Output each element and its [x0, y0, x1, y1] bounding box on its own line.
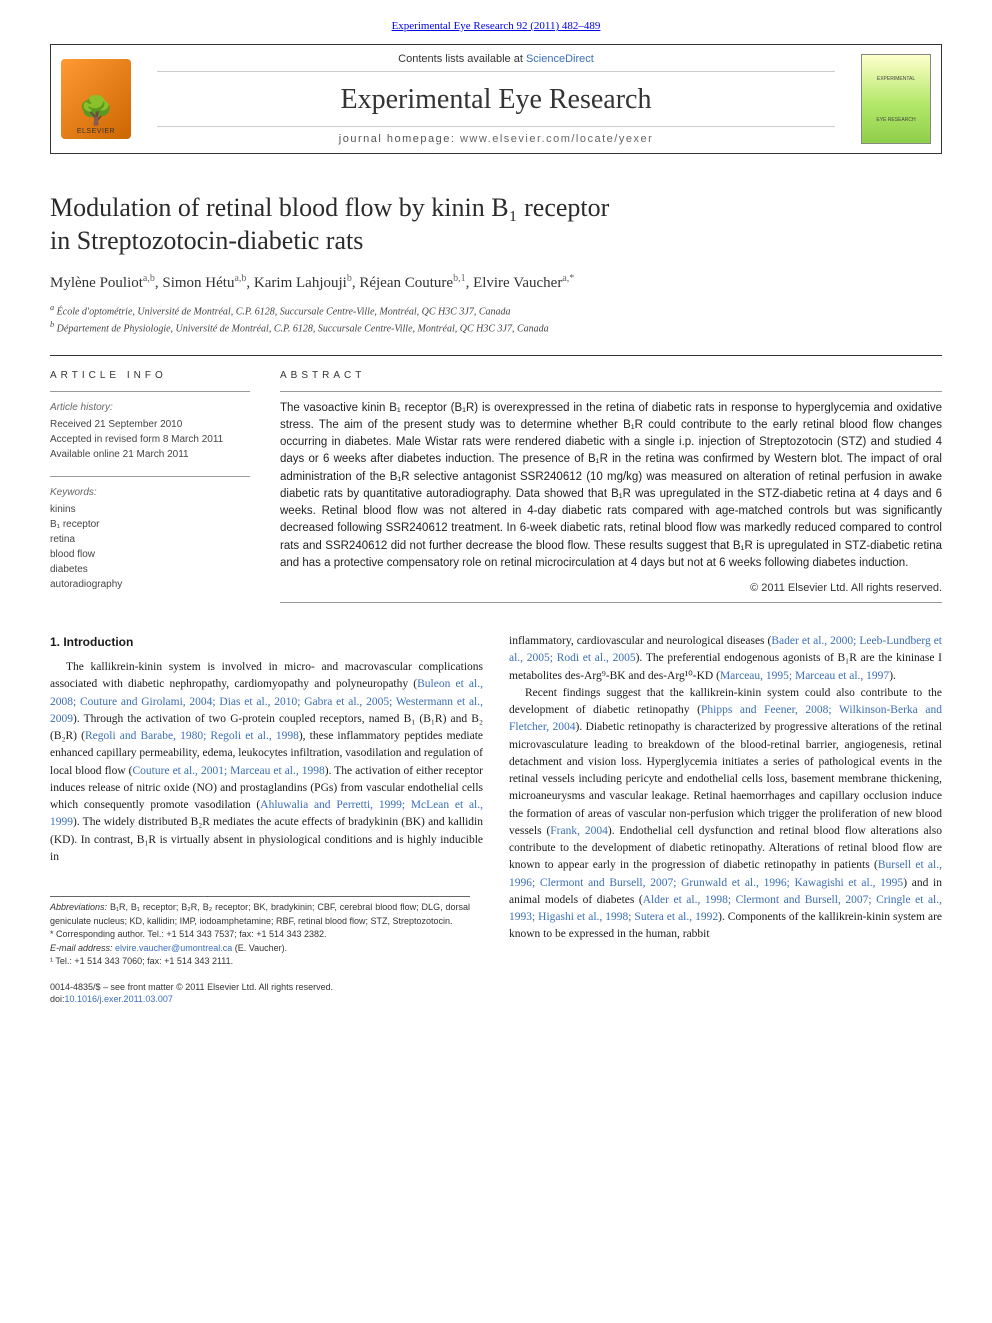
header-center: Contents lists available at ScienceDirec… [141, 45, 851, 153]
author-aff: a,b [234, 273, 246, 284]
body-text: ). The widely distributed B₂R mediates t… [50, 816, 483, 863]
journal-header: 🌳 ELSEVIER Contents lists available at S… [50, 44, 942, 154]
email-link[interactable]: elvire.vaucher@umontreal.ca [115, 943, 232, 953]
history-online: Available online 21 March 2011 [50, 447, 250, 462]
email-line: E-mail address: elvire.vaucher@umontreal… [50, 942, 470, 956]
cover-box: EXPERIMENTAL EYE RESEARCH [851, 45, 941, 153]
history-label: Article history: [50, 400, 250, 415]
body-text: ). [889, 670, 896, 682]
cover-label-bot: EYE RESEARCH [876, 117, 915, 123]
body-text: inflammatory, cardiovascular and neurolo… [509, 635, 771, 647]
article-history: Article history: Received 21 September 2… [50, 400, 250, 462]
author: Karim Lahjouji [254, 275, 347, 291]
intro-heading: 1. Introduction [50, 633, 483, 651]
article-info-head: ARTICLE INFO [50, 370, 250, 381]
author-aff: b,1 [453, 273, 466, 284]
keyword: diabetes [50, 562, 250, 577]
front-matter-text: 0014-4835/$ – see front matter © 2011 El… [50, 981, 483, 994]
front-matter-block: 0014-4835/$ – see front matter © 2011 El… [50, 981, 483, 1006]
meta-row: ARTICLE INFO Article history: Received 2… [50, 370, 942, 604]
abstract-text: The vasoactive kinin B₁ receptor (B₁R) i… [280, 400, 942, 573]
citation-link[interactable]: Marceau, 1995; Marceau et al., 1997 [720, 670, 889, 682]
journal-homepage: journal homepage: www.elsevier.com/locat… [157, 126, 835, 145]
aff-b: Département de Physiologie, Université d… [57, 324, 549, 335]
footnotes: Abbreviations: B₁R, B₁ receptor; B₂R, B₂… [50, 896, 470, 969]
history-accepted: Accepted in revised form 8 March 2011 [50, 432, 250, 447]
body-para: The kallikrein-kinin system is involved … [50, 659, 483, 866]
body-col-left: 1. Introduction The kallikrein-kinin sys… [50, 633, 483, 1006]
email-suffix: (E. Vaucher). [232, 943, 287, 953]
author-aff: a,b [143, 273, 155, 284]
email-label: E-mail address: [50, 943, 115, 953]
author: Elvire Vaucher [473, 275, 562, 291]
author-aff: b [347, 273, 352, 284]
keyword: retina [50, 532, 250, 547]
keyword: autoradiography [50, 577, 250, 592]
elsevier-label: ELSEVIER [77, 128, 115, 135]
title-line-2: in Streptozotocin-diabetic rats [50, 226, 363, 255]
doi-link[interactable]: 10.1016/j.exer.2011.03.007 [65, 994, 173, 1004]
corresponding-author: * Corresponding author. Tel.: +1 514 343… [50, 928, 470, 942]
authors-list: Mylène Pouliota,b, Simon Hétua,b, Karim … [50, 273, 942, 292]
author: Simon Hétu [162, 275, 234, 291]
author-aff: a,* [562, 273, 574, 284]
body-col-right: inflammatory, cardiovascular and neurolo… [509, 633, 942, 1006]
affiliations: a École d'optométrie, Université de Mont… [50, 302, 942, 337]
citation-link[interactable]: Frank, 2004 [550, 825, 608, 837]
contents-line: Contents lists available at ScienceDirec… [157, 53, 835, 72]
keyword: blood flow [50, 547, 250, 562]
abstract-col: ABSTRACT The vasoactive kinin B₁ recepto… [280, 370, 942, 604]
body-text: ). Diabetic retinopathy is characterized… [509, 721, 942, 837]
keywords-label: Keywords: [50, 485, 250, 500]
sciencedirect-link[interactable]: ScienceDirect [526, 53, 594, 65]
author: Mylène Pouliot [50, 275, 143, 291]
article-info-col: ARTICLE INFO Article history: Received 2… [50, 370, 250, 604]
footnote-1: ¹ Tel.: +1 514 343 7060; fax: +1 514 343… [50, 955, 470, 969]
abbreviations: Abbreviations: B₁R, B₁ receptor; B₂R, B₂… [50, 901, 470, 928]
article-title: Modulation of retinal blood flow by kini… [50, 192, 942, 257]
citation-link[interactable]: Regoli and Barabe, 1980; Regoli et al., … [85, 730, 299, 742]
divider [50, 391, 250, 392]
doi-label: doi: [50, 994, 65, 1004]
contents-prefix: Contents lists available at [398, 53, 526, 65]
citation-link[interactable]: Experimental Eye Research 92 (2011) 482–… [392, 20, 601, 32]
homepage-prefix: journal homepage: [339, 133, 460, 145]
history-received: Received 21 September 2010 [50, 417, 250, 432]
divider [280, 391, 942, 392]
journal-cover-thumb[interactable]: EXPERIMENTAL EYE RESEARCH [861, 54, 931, 144]
divider [280, 602, 942, 603]
cover-label-top: EXPERIMENTAL [877, 76, 915, 82]
divider [50, 355, 942, 356]
abbrev-text: B₁R, B₁ receptor; B₂R, B₂ receptor; BK, … [50, 902, 470, 926]
journal-title: Experimental Eye Research [145, 84, 847, 116]
keyword: B₁ receptor [50, 517, 250, 532]
abbrev-label: Abbreviations: [50, 902, 107, 912]
title-line-1: Modulation of retinal blood flow by kini… [50, 193, 609, 222]
body-para: Recent findings suggest that the kallikr… [509, 685, 942, 944]
keywords-block: Keywords: kinins B₁ receptor retina bloo… [50, 485, 250, 592]
elsevier-logo[interactable]: 🌳 ELSEVIER [61, 59, 131, 139]
aff-a: École d'optométrie, Université de Montré… [57, 306, 511, 317]
body-columns: 1. Introduction The kallikrein-kinin sys… [50, 633, 942, 1006]
abstract-copyright: © 2011 Elsevier Ltd. All rights reserved… [280, 582, 942, 594]
journal-citation: Experimental Eye Research 92 (2011) 482–… [50, 20, 942, 32]
citation-link[interactable]: Couture et al., 2001; Marceau et al., 19… [133, 765, 325, 777]
keyword: kinins [50, 502, 250, 517]
abstract-head: ABSTRACT [280, 370, 942, 381]
body-para: inflammatory, cardiovascular and neurolo… [509, 633, 942, 685]
homepage-url[interactable]: www.elsevier.com/locate/yexer [460, 133, 653, 145]
elsevier-tree-icon: 🌳 [79, 94, 114, 128]
divider [50, 476, 250, 477]
author: Réjean Couture [359, 275, 453, 291]
elsevier-logo-container: 🌳 ELSEVIER [51, 45, 141, 153]
